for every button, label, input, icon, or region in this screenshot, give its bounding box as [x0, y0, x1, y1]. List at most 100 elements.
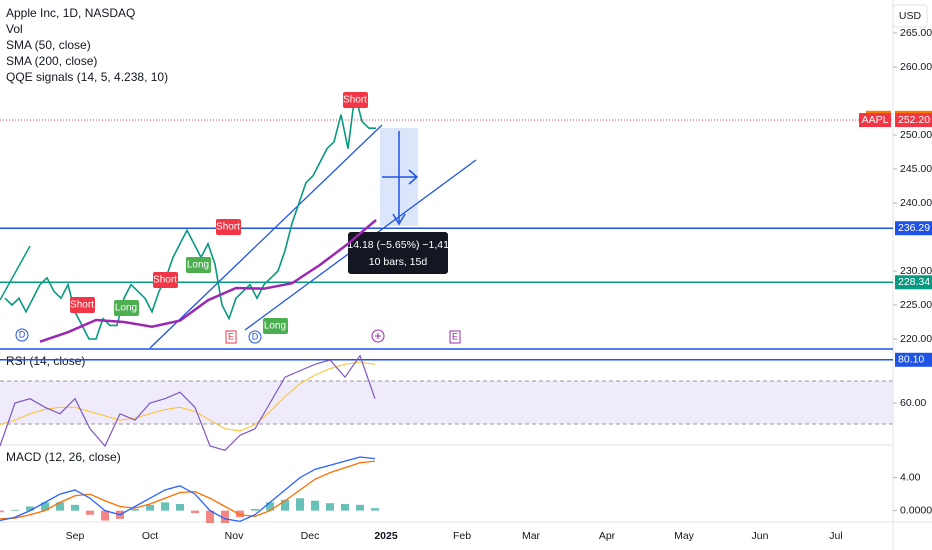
histogram-bar — [341, 504, 349, 511]
price-tick-label: 230.00 — [900, 265, 932, 277]
signal-text: Short — [70, 300, 94, 311]
time-label: Jul — [829, 530, 842, 542]
macd-tick-label: 0.0000 — [900, 504, 932, 516]
histogram-bar — [326, 503, 334, 511]
currency-button[interactable] — [892, 4, 928, 28]
histogram-bar — [356, 504, 364, 511]
time-label: Nov — [225, 530, 244, 542]
rsi-level-label: 80.10 — [898, 354, 924, 366]
price-badge — [895, 221, 932, 236]
price-tick-label: 225.00 — [900, 299, 932, 311]
histogram-bar — [281, 499, 289, 511]
histogram-bar — [146, 504, 154, 511]
signal-label — [153, 272, 178, 288]
histogram-bar — [101, 510, 109, 521]
signal-text: Short — [153, 275, 177, 286]
histogram-bar — [131, 508, 139, 511]
signal-text: Short — [216, 222, 240, 233]
time-label: Sep — [66, 530, 85, 542]
time-label: Mar — [522, 530, 541, 542]
trend-line — [0, 245, 31, 301]
price-tick-label: 220.00 — [900, 333, 932, 345]
signal-text: Long — [187, 260, 209, 271]
histogram-bar — [86, 510, 94, 515]
signal-label — [216, 219, 241, 235]
event-marker — [248, 330, 262, 344]
price-tick-label: 240.00 — [900, 197, 932, 209]
badge-tag-label: AAPL — [862, 114, 889, 126]
measure-arrows — [382, 131, 419, 226]
price-badge-label: 236.29 — [898, 222, 930, 234]
histogram-bar — [176, 504, 184, 511]
event-label: E — [228, 331, 234, 341]
tooltip-line: −14.18 (−5.65%) −1,418 — [341, 239, 455, 251]
currency: USD — [899, 10, 922, 22]
time-label: May — [674, 530, 695, 542]
rsi-title: RSI (14, close) — [6, 354, 85, 368]
event-label: D — [252, 331, 259, 341]
histogram-bar — [296, 498, 304, 511]
histogram-bar — [0, 510, 4, 513]
signal-label — [186, 257, 211, 273]
histogram-bar — [206, 510, 214, 523]
rsi-tick-label: 60.00 — [900, 397, 926, 409]
event-label: D — [19, 329, 26, 339]
macd-tick-label: 4.00 — [900, 471, 921, 483]
event-marker — [15, 328, 29, 342]
legend-item: SMA (200, close) — [6, 54, 97, 68]
time-label: Feb — [453, 530, 471, 542]
trend-line — [149, 124, 383, 349]
signal-text: Long — [115, 303, 137, 314]
macd-title: MACD (12, 26, close) — [6, 450, 121, 464]
histogram-bar — [251, 508, 259, 511]
price-badge — [895, 352, 932, 367]
signal-label — [70, 297, 95, 313]
signal-line — [0, 460, 376, 520]
histogram-bar — [371, 508, 379, 511]
time-label: Jun — [752, 530, 769, 542]
histogram-bar — [71, 504, 79, 511]
rsi-line — [0, 354, 376, 451]
histogram-bar — [56, 502, 64, 511]
time-label: 2025 — [374, 530, 398, 542]
rsi-band — [0, 381, 893, 424]
legend-item: Vol — [6, 22, 23, 36]
sma50-line — [39, 219, 377, 343]
time-label: Oct — [142, 530, 158, 542]
price-tick-label: 265.00 — [900, 27, 932, 39]
signal-text: Long — [264, 321, 286, 332]
histogram-bar — [41, 502, 49, 511]
event-marker — [449, 330, 461, 344]
rsi-ma — [0, 361, 376, 432]
signal-label — [114, 300, 139, 316]
price-badge-label: 228.34 — [898, 276, 930, 288]
event-marker — [225, 330, 237, 344]
event-label: E — [452, 331, 458, 341]
price-badge-label: 252.20 — [898, 114, 930, 126]
price-tick-label: 260.00 — [900, 61, 932, 73]
price-line — [4, 94, 376, 340]
price-tick-label: 250.00 — [900, 129, 932, 141]
signal-text: Short — [343, 95, 367, 106]
histogram-bar — [221, 510, 229, 523]
histogram-bar — [191, 510, 199, 514]
tooltip-line: 10 bars, 15d — [369, 256, 428, 268]
price-badge — [895, 275, 932, 290]
signal-label — [343, 92, 368, 108]
legend-item: QQE signals (14, 5, 4.238, 10) — [6, 70, 168, 84]
legend-item: SMA (50, close) — [6, 38, 91, 52]
histogram-bar — [266, 502, 274, 511]
histogram-bar — [26, 506, 34, 511]
badge-tag — [859, 113, 891, 128]
histogram-bar — [161, 502, 169, 511]
time-label: Apr — [599, 530, 616, 542]
plus — [375, 333, 381, 339]
symbol: Apple Inc, 1D, NASDAQ — [6, 6, 135, 20]
histogram-bar — [11, 509, 19, 511]
histogram-bar — [236, 510, 244, 518]
price-badge — [895, 113, 932, 128]
tooltip-box — [348, 232, 448, 274]
price-tick-label: 245.00 — [900, 163, 932, 175]
signal-label — [263, 318, 288, 334]
